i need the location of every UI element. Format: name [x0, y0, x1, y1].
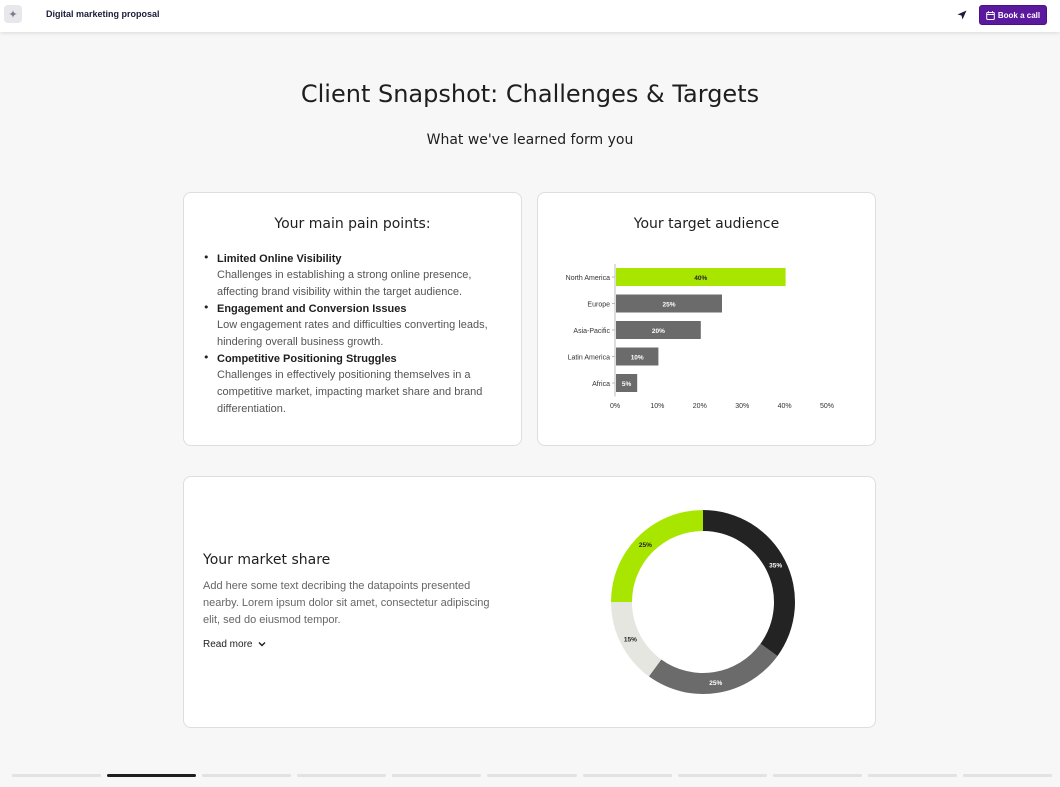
market-share-title: Your market share — [203, 552, 331, 568]
data-label: 10% — [631, 355, 644, 362]
x-tick-label: 10% — [650, 403, 664, 410]
slide-progress-segment[interactable] — [487, 774, 577, 777]
bullet-icon: • — [203, 301, 210, 314]
pain-point-heading: Competitive Positioning Struggles — [217, 353, 397, 365]
bar — [616, 347, 659, 366]
pain-point-item: • Competitive Positioning Struggles Chal… — [203, 351, 507, 418]
read-more-label: Read more — [203, 639, 253, 650]
slide-progress-segment[interactable] — [297, 774, 387, 777]
donut-slice — [611, 510, 703, 602]
sparkle-logo-icon[interactable]: ✦ — [4, 5, 22, 23]
pain-point-heading: Engagement and Conversion Issues — [217, 303, 407, 315]
slide-progress-bar — [12, 774, 1053, 778]
x-tick-label: 20% — [693, 403, 707, 410]
target-audience-title: Your target audience — [633, 216, 780, 232]
bar — [616, 268, 786, 286]
data-label: 20% — [652, 328, 665, 335]
calendar-icon — [986, 10, 995, 20]
y-tick-label: Africa — [592, 381, 610, 388]
y-tick-label: Europe — [587, 302, 610, 309]
target-audience-bar-chart: North America 40% Europe 25% Asia-Pacific 20%… — [566, 264, 834, 410]
target-audience-card: Your target audience North America 40% Eur… — [537, 192, 876, 446]
bullet-icon: • — [203, 251, 210, 264]
send-icon[interactable] — [956, 9, 968, 21]
donut-slice — [611, 602, 662, 677]
x-tick-label: 40% — [778, 403, 792, 410]
slice-label: 35% — [769, 562, 782, 569]
pain-points-list: • Limited Online Visibility Challenges i… — [203, 251, 507, 418]
slide-progress-segment[interactable] — [107, 774, 197, 777]
y-tick-label: Latin America — [568, 355, 611, 362]
donut-slice — [703, 510, 795, 657]
slice-label: 15% — [624, 637, 637, 644]
slide-progress-segment[interactable] — [202, 774, 292, 777]
pain-point-heading: Limited Online Visibility — [217, 253, 342, 265]
slide-progress-segment[interactable] — [962, 774, 1053, 777]
x-tick-label: 50% — [820, 403, 834, 410]
top-bar: ✦ Digital marketing proposal Book a call — [0, 0, 1060, 32]
data-label: 25% — [662, 302, 675, 309]
bar — [616, 374, 638, 392]
book-a-call-label: Book a call — [997, 10, 1041, 20]
pain-point-text: Challenges in establishing a strong onli… — [217, 269, 472, 298]
bar — [616, 294, 722, 313]
slide-progress-segment[interactable] — [12, 774, 102, 777]
slice-label: 25% — [639, 542, 652, 549]
data-label: 40% — [694, 275, 707, 282]
pain-point-text: Low engagement rates and difficulties co… — [217, 319, 488, 348]
x-tick-label: 30% — [735, 403, 749, 410]
document-title: Digital marketing proposal — [46, 9, 160, 19]
chevron-down-icon — [258, 639, 266, 650]
page-subtitle: What we've learned form you — [426, 132, 634, 148]
slide-progress-segment[interactable] — [867, 774, 957, 777]
slide-progress-segment[interactable] — [772, 774, 862, 777]
market-share-donut-chart: 35% 25% 15% 25% — [611, 510, 795, 694]
pain-point-item: • Limited Online Visibility Challenges i… — [203, 251, 507, 301]
bar — [616, 321, 701, 339]
y-tick-label: Asia-Pacific — [573, 328, 610, 335]
pain-point-item: • Engagement and Conversion Issues Low e… — [203, 301, 507, 351]
market-share-description: Add here some text decribing the datapoi… — [203, 580, 490, 626]
data-label: 5% — [622, 381, 632, 388]
pain-points-title: Your main pain points: — [274, 216, 431, 232]
bullet-icon: • — [203, 351, 210, 364]
slide-progress-segment[interactable] — [392, 774, 482, 777]
x-tick-label: 0% — [610, 403, 620, 410]
page-title: Client Snapshot: Challenges & Targets — [300, 80, 760, 108]
book-a-call-button[interactable]: Book a call — [979, 5, 1047, 25]
donut-slice — [648, 643, 778, 694]
y-tick-label: North America — [566, 275, 610, 282]
slide-progress-segment[interactable] — [677, 774, 767, 777]
market-share-card: Your market share Add here some text dec… — [183, 476, 876, 728]
pain-point-text: Challenges in effectively positioning th… — [217, 369, 483, 415]
read-more-button[interactable]: Read more — [203, 639, 266, 650]
pain-points-card: Your main pain points: • Limited Online … — [183, 192, 522, 446]
slice-label: 25% — [709, 680, 722, 687]
slide-progress-segment[interactable] — [582, 774, 672, 777]
